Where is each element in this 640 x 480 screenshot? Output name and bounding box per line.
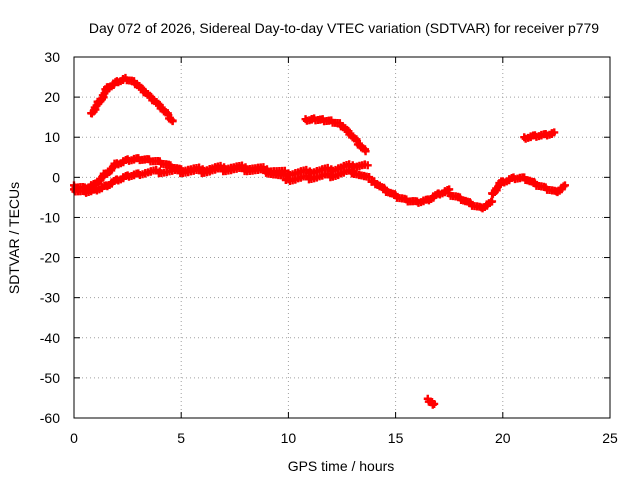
series-arc-late-high [520, 128, 559, 143]
y-tick-label: -30 [40, 290, 60, 306]
data-point [145, 91, 154, 100]
x-tick-label: 20 [495, 430, 511, 446]
series-arc-evening-neg [445, 189, 497, 213]
y-tick-label: 20 [44, 89, 60, 105]
x-tick-label: 10 [281, 430, 297, 446]
data-point [430, 399, 439, 408]
grid [74, 57, 610, 418]
x-tick-label: 25 [602, 430, 618, 446]
series-arc-midday-high [301, 114, 370, 156]
data-point [363, 161, 372, 170]
series-arc-early-high [87, 73, 177, 126]
y-tick-label: 10 [44, 129, 60, 145]
data-point [361, 147, 370, 156]
plot-frame [73, 56, 611, 419]
data-point [365, 173, 374, 182]
y-tick-label: -20 [40, 250, 60, 266]
y-tick-label: -40 [40, 330, 60, 346]
axis-ticks [73, 56, 611, 419]
data-point [550, 128, 559, 137]
y-tick-label: -60 [40, 410, 60, 426]
data-point [343, 125, 352, 134]
data-point [488, 197, 497, 206]
series-outlier [423, 394, 439, 409]
y-tick-label: 30 [44, 49, 60, 65]
x-tick-label: 0 [70, 430, 78, 446]
y-axis-label: SDTVAR / TECUs [6, 182, 22, 294]
series-arc-afternoon-neg [370, 177, 454, 207]
x-tick-label: 5 [177, 430, 185, 446]
data-point [168, 117, 177, 126]
y-tick-label: -50 [40, 370, 60, 386]
x-tick-label: 15 [388, 430, 404, 446]
tick-labels: 0 5 10 15 20 25 30 20 10 0 -10 -20 -30 -40 -50 -60 [40, 49, 618, 446]
series-arc-main-lower [70, 163, 379, 197]
series-arc-evening-rise [488, 173, 569, 198]
data-points [70, 73, 569, 409]
y-tick-label: -10 [40, 209, 60, 225]
y-tick-label: 0 [52, 169, 60, 185]
chart-title: Day 072 of 2026, Sidereal Day-to-day VTE… [89, 20, 599, 36]
data-point [154, 99, 163, 108]
data-point [279, 171, 288, 180]
x-axis-label: GPS time / hours [288, 458, 395, 474]
data-point [137, 83, 146, 92]
data-point [560, 181, 569, 190]
